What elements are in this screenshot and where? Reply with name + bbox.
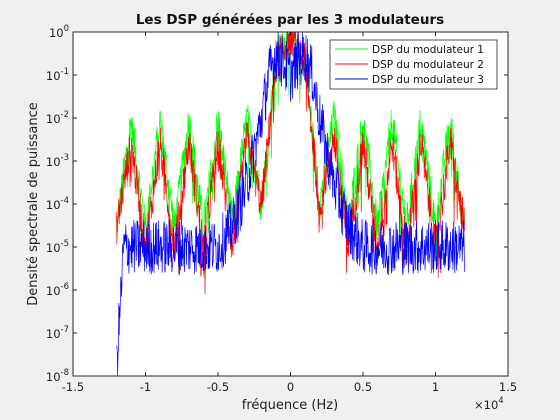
tick-layer: -1.5 -1 -0.5 0 0.5 1 1.5 10-8 10-7 10-6 10-5 10-4 10…	[46, 24, 517, 394]
y-tick-label: 10-3	[46, 153, 69, 169]
chart-title: Les DSP générées par les 3 modulateurs	[136, 12, 444, 28]
y-tick-label: 100	[49, 24, 69, 40]
y-axis-label: Densité spectrale de puissance	[26, 102, 41, 306]
y-tick-label: 10-7	[46, 325, 69, 341]
y-tick-label: 10-4	[46, 196, 69, 212]
y-tick-label: 10-1	[46, 67, 69, 83]
y-tick-label: 10-6	[46, 282, 69, 298]
x-axis-multiplier-base: ×10	[474, 398, 498, 412]
legend-label-2: DSP du modulateur 2	[372, 59, 484, 71]
x-tick-label: -0.5	[207, 380, 229, 394]
x-tick-label: 1.5	[499, 380, 517, 394]
x-axis-multiplier-exponent: 4	[498, 396, 503, 406]
y-tick-label: 10-8	[46, 368, 69, 384]
x-tick-label: -1.5	[62, 380, 84, 394]
x-tick-label: -1	[140, 380, 151, 394]
series-line-3	[116, 31, 465, 376]
x-axis-multiplier: ×104	[474, 396, 504, 412]
y-tick-label: 10-2	[46, 110, 69, 126]
legend: DSP du modulateur 1 DSP du modulateur 2 …	[329, 39, 498, 90]
y-tick-label: 10-5	[46, 239, 69, 255]
x-tick-label: 1	[432, 380, 439, 394]
legend-label-1: DSP du modulateur 1	[372, 44, 484, 56]
legend-label-3: DSP du modulateur 3	[372, 74, 484, 86]
x-tick-label: 0	[287, 380, 294, 394]
x-tick-label: 0.5	[354, 380, 372, 394]
x-axis-label: fréquence (Hz)	[242, 398, 338, 413]
